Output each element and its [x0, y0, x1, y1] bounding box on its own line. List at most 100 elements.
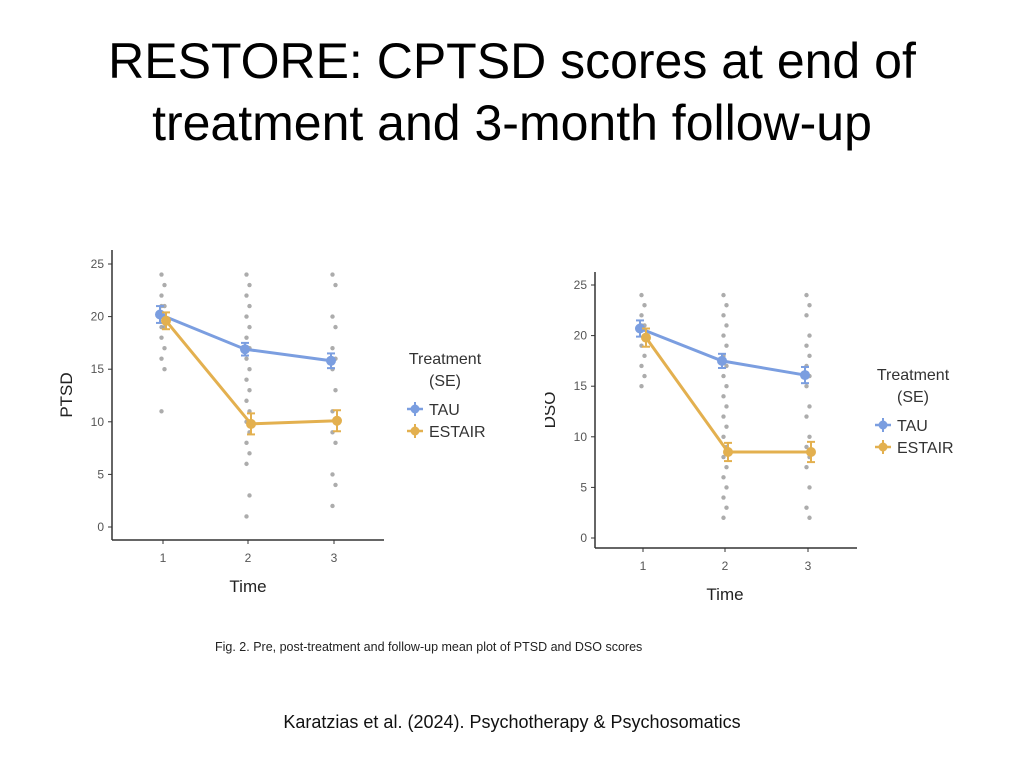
x-tick-label: 3	[331, 551, 338, 565]
individual-point	[162, 345, 167, 351]
individual-point	[804, 444, 809, 450]
individual-point	[330, 472, 335, 477]
individual-point	[721, 373, 726, 379]
y-tick-label: 15	[574, 379, 588, 393]
citation: Karatzias et al. (2024). Psychotherapy &…	[283, 712, 741, 732]
slide-title: RESTORE: CPTSD scores at end of treatmen…	[108, 33, 916, 151]
legend-subtitle: (SE)	[897, 389, 929, 406]
x-axis-label: Time	[229, 577, 266, 596]
individual-point	[247, 324, 252, 330]
individual-point	[162, 282, 167, 288]
individual-point	[721, 515, 726, 520]
individual-point	[333, 282, 338, 288]
individual-point	[807, 515, 812, 520]
individual-point	[247, 451, 252, 456]
individual-point	[244, 461, 249, 467]
x-axis-label: Time	[706, 585, 743, 604]
individual-point	[804, 384, 809, 389]
mean-point-tau	[326, 355, 336, 366]
individual-point	[333, 440, 338, 446]
individual-point	[244, 440, 249, 446]
legend-title: Treatment	[877, 367, 950, 384]
mean-point-tau	[635, 323, 645, 334]
individual-point	[247, 303, 252, 309]
legend-title: Treatment	[409, 351, 482, 368]
individual-point	[244, 314, 249, 319]
individual-point	[330, 503, 335, 509]
legend-subtitle: (SE)	[429, 373, 461, 390]
individual-point	[159, 272, 164, 277]
x-tick-label: 1	[160, 551, 167, 565]
individual-point	[639, 292, 644, 298]
ptsd-chart: 0 5 10 15 20 25 1 2 3 Time PTSD Treatment (SE) TAU EST…	[60, 250, 486, 596]
y-tick-label: 5	[97, 467, 104, 481]
legend-swatch-point	[410, 426, 420, 436]
individual-point	[807, 333, 812, 338]
mean-point-estair	[806, 446, 816, 457]
individual-point	[807, 485, 812, 490]
x-tick-label: 2	[245, 551, 252, 565]
individual-point	[244, 356, 249, 361]
individual-point	[333, 324, 338, 330]
y-tick-label: 25	[91, 257, 105, 271]
individual-point	[807, 404, 812, 409]
individual-point	[721, 414, 726, 419]
mean-point-estair	[332, 415, 342, 426]
individual-point	[724, 303, 729, 308]
y-tick-label: 20	[574, 329, 588, 343]
individual-point	[804, 343, 809, 348]
individual-point	[247, 282, 252, 288]
individual-point	[244, 398, 249, 403]
individual-point	[159, 335, 164, 340]
individual-point	[247, 388, 252, 393]
y-tick-label: 0	[97, 520, 104, 534]
legend-swatch-point	[878, 420, 888, 430]
individual-point	[247, 367, 252, 372]
series-line-estair	[164, 319, 338, 426]
individual-point	[804, 414, 809, 419]
individual-point	[642, 353, 647, 359]
mean-point-estair	[641, 332, 651, 343]
legend-label-tau: TAU	[429, 402, 460, 419]
individual-point	[721, 434, 726, 439]
legend-label-estair: ESTAIR	[429, 424, 486, 441]
individual-point	[639, 363, 644, 369]
individual-point	[804, 313, 809, 318]
individual-point	[721, 333, 726, 338]
y-tick-label: 10	[91, 415, 105, 429]
individual-point	[159, 409, 164, 414]
x-tick-label: 1	[640, 559, 647, 573]
individual-point	[639, 313, 644, 318]
individual-point	[724, 323, 729, 328]
individual-point	[721, 313, 726, 318]
mean-point-estair	[246, 418, 256, 429]
individual-point	[807, 434, 812, 439]
individual-point	[724, 485, 729, 490]
legend-swatch-point	[410, 404, 420, 414]
individual-point	[330, 314, 335, 319]
individual-point	[724, 505, 729, 510]
individual-point	[642, 373, 647, 379]
individual-point	[333, 388, 338, 393]
individual-point	[804, 464, 809, 470]
individual-point	[724, 424, 729, 429]
individual-point	[330, 345, 335, 351]
y-tick-label: 15	[91, 362, 105, 376]
individual-point	[244, 514, 249, 519]
individual-point	[721, 495, 726, 500]
individual-point	[724, 343, 729, 348]
individual-point	[721, 292, 726, 298]
x-tick-label: 3	[805, 559, 812, 573]
individual-point	[724, 404, 729, 409]
individual-point	[721, 394, 726, 399]
individual-point	[642, 303, 647, 308]
individual-point	[807, 303, 812, 308]
individual-point	[804, 505, 809, 510]
individual-point	[244, 377, 249, 382]
dso-chart: 0 5 10 15 20 25 1 2 3 Time DSO Treatment (SE) TAU ESTA…	[545, 272, 954, 604]
legend-swatch-point	[878, 442, 888, 452]
figure-caption: Fig. 2. Pre, post-treatment and follow-u…	[215, 640, 643, 654]
y-axis-label: PTSD	[60, 372, 76, 417]
y-tick-label: 0	[580, 531, 587, 545]
mean-point-estair	[723, 446, 733, 457]
